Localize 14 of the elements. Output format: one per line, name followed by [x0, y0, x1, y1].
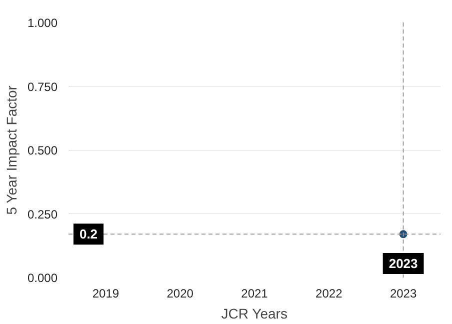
x-tick-label: 2021 — [241, 286, 268, 300]
x-tick-label: 2020 — [166, 286, 194, 300]
x-tick-label: 2022 — [316, 286, 343, 300]
x-tick-label: 2023 — [390, 286, 417, 300]
y-axis-title: 5 Year Impact Factor — [3, 85, 20, 215]
y-tick-label: 1.000 — [27, 16, 58, 30]
y-tick-label: 0.500 — [27, 144, 58, 158]
y-tick-label: 0.250 — [27, 207, 58, 222]
y-tick-label: 0.750 — [27, 80, 58, 94]
y-tick-label: 0.000 — [27, 271, 58, 285]
x-axis-title: JCR Years — [221, 306, 288, 322]
x-tick-label: 2019 — [92, 286, 120, 300]
ref-line-label: 2023 — [388, 256, 418, 271]
ref-line-label: 0.2 — [79, 226, 98, 242]
